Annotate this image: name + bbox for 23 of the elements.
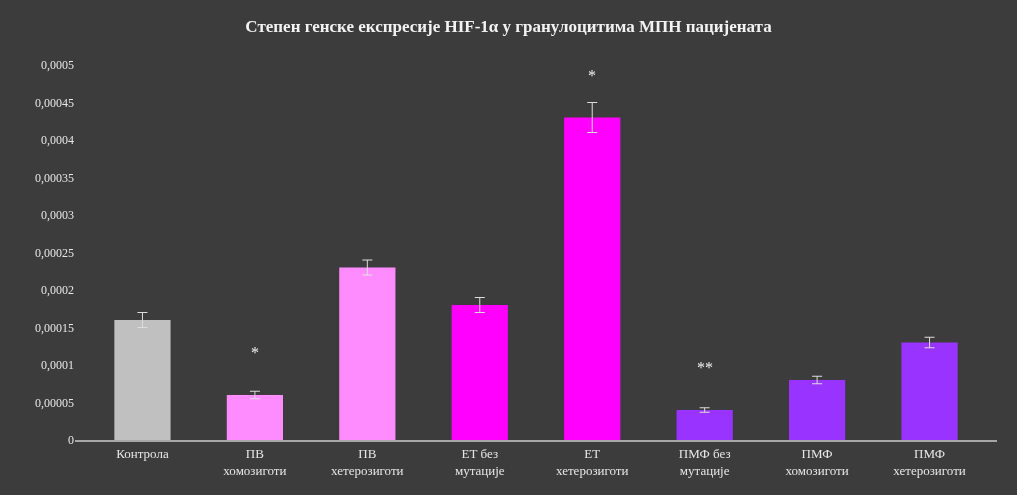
y-tick-label: 0,0005 <box>41 58 74 73</box>
annotation: * <box>588 67 596 84</box>
x-tick-label: ЕТ хетерозиготи <box>555 445 629 478</box>
x-tick-label: ПМФ без мутације <box>678 445 731 478</box>
y-tick-label: 0,0004 <box>41 133 74 148</box>
x-tick-label: Контрола <box>116 445 169 461</box>
y-tick-label: 0,0002 <box>41 283 74 298</box>
y-tick-label: 0,0001 <box>41 358 74 373</box>
x-tick-label: ПВ хомозиготи <box>223 445 287 478</box>
annotation: ** <box>697 359 713 376</box>
y-tick-label: 0 <box>68 433 74 448</box>
y-tick-label: 0,0003 <box>41 208 74 223</box>
y-tick-label: 0,00015 <box>35 320 74 335</box>
annotation: * <box>251 344 259 361</box>
y-tick-label: 0,00025 <box>35 245 74 260</box>
chart-title: Степен генске експресије HIF-1α у гранулоцитима МПН пацијената <box>245 16 773 36</box>
x-tick-label: ПМФ хетерозиготи <box>893 445 966 478</box>
x-tick-label: ЕТ без мутације <box>454 445 505 478</box>
y-tick-label: 0,00005 <box>35 395 74 410</box>
y-tick-label: 0,00045 <box>35 95 74 110</box>
y-tick-label: 0,00035 <box>35 170 74 185</box>
x-tick-label: ПМФ хомозиготи <box>785 445 849 478</box>
x-tick-label: ПВ хетерозиготи <box>331 445 404 478</box>
